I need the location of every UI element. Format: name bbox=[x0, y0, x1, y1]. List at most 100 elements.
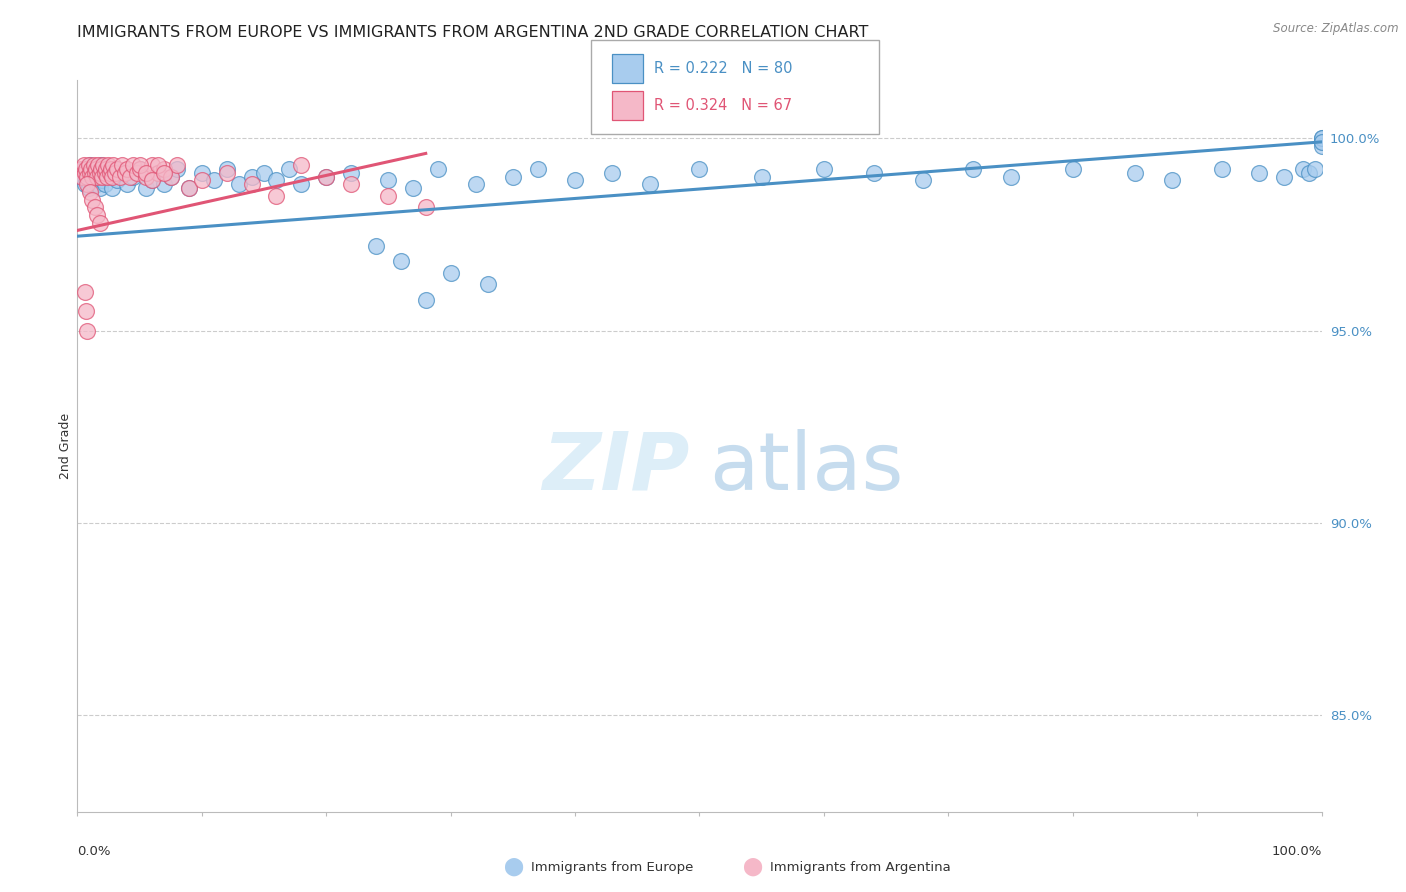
Point bbox=[80, 161, 103, 176]
Point bbox=[91, 169, 114, 184]
Point bbox=[105, 173, 128, 187]
Point bbox=[79, 158, 101, 172]
Y-axis label: 2nd Grade: 2nd Grade bbox=[59, 413, 72, 479]
Text: Source: ZipAtlas.com: Source: ZipAtlas.com bbox=[1274, 22, 1399, 36]
Point bbox=[377, 173, 399, 187]
Point bbox=[82, 169, 104, 184]
Point bbox=[751, 169, 773, 184]
Point bbox=[101, 169, 124, 184]
Point bbox=[153, 166, 176, 180]
Point bbox=[94, 161, 117, 176]
Point bbox=[962, 161, 984, 176]
Point bbox=[415, 293, 437, 307]
Point bbox=[122, 158, 145, 172]
Point bbox=[1062, 161, 1084, 176]
Point bbox=[79, 185, 101, 199]
Point bbox=[122, 169, 145, 184]
Point bbox=[73, 285, 96, 299]
Point bbox=[1310, 131, 1333, 145]
Point bbox=[135, 169, 157, 184]
Point bbox=[118, 169, 141, 184]
Point bbox=[427, 161, 450, 176]
Point bbox=[377, 188, 399, 202]
Point bbox=[526, 161, 548, 176]
Point bbox=[93, 158, 115, 172]
Point bbox=[83, 200, 105, 214]
Point bbox=[141, 173, 163, 187]
Point bbox=[89, 166, 111, 180]
Point bbox=[110, 166, 132, 180]
Point bbox=[76, 178, 98, 192]
Text: Immigrants from Europe: Immigrants from Europe bbox=[531, 861, 693, 873]
Point bbox=[98, 166, 121, 180]
Point bbox=[93, 166, 115, 180]
Point bbox=[108, 169, 131, 184]
Point bbox=[97, 158, 120, 172]
Point bbox=[1000, 169, 1022, 184]
Point bbox=[72, 158, 94, 172]
Point bbox=[73, 178, 96, 192]
Point bbox=[912, 173, 935, 187]
Text: ⬤: ⬤ bbox=[742, 858, 762, 876]
Point bbox=[1272, 169, 1295, 184]
Point bbox=[77, 158, 100, 172]
Point bbox=[89, 181, 111, 195]
Point bbox=[1249, 166, 1271, 180]
Point bbox=[1161, 173, 1184, 187]
Point bbox=[191, 166, 214, 180]
Text: 0.0%: 0.0% bbox=[77, 845, 111, 857]
Point bbox=[402, 181, 425, 195]
Text: ⬤: ⬤ bbox=[503, 858, 523, 876]
Point bbox=[115, 178, 138, 192]
Point bbox=[240, 178, 263, 192]
Point bbox=[97, 169, 120, 184]
Point bbox=[76, 324, 98, 338]
Point bbox=[191, 173, 214, 187]
Point bbox=[1310, 135, 1333, 149]
Point bbox=[564, 173, 586, 187]
Text: R = 0.222   N = 80: R = 0.222 N = 80 bbox=[654, 61, 793, 76]
Text: atlas: atlas bbox=[710, 429, 904, 507]
Point bbox=[689, 161, 711, 176]
Point bbox=[502, 169, 524, 184]
Point bbox=[862, 166, 884, 180]
Point bbox=[1298, 166, 1320, 180]
Point bbox=[440, 266, 463, 280]
Point bbox=[76, 173, 98, 187]
Point bbox=[86, 208, 108, 222]
Point bbox=[87, 169, 110, 184]
Point bbox=[1310, 135, 1333, 149]
Point bbox=[104, 161, 127, 176]
Point bbox=[96, 169, 118, 184]
Point bbox=[70, 169, 93, 184]
Point bbox=[179, 181, 201, 195]
Point bbox=[166, 158, 188, 172]
Point bbox=[83, 158, 105, 172]
Text: ZIP: ZIP bbox=[543, 429, 689, 507]
Point bbox=[105, 161, 128, 176]
Point bbox=[277, 161, 299, 176]
Point bbox=[148, 166, 170, 180]
Point bbox=[84, 161, 107, 176]
Point bbox=[464, 178, 486, 192]
Text: Immigrants from Argentina: Immigrants from Argentina bbox=[770, 861, 952, 873]
Point bbox=[477, 277, 499, 292]
Point bbox=[266, 173, 288, 187]
Point bbox=[82, 193, 104, 207]
Point bbox=[93, 166, 115, 180]
Point bbox=[90, 158, 112, 172]
Point bbox=[84, 166, 107, 180]
Point bbox=[73, 166, 96, 180]
Point bbox=[202, 173, 225, 187]
Point bbox=[91, 173, 114, 187]
Point bbox=[75, 161, 97, 176]
Point bbox=[1292, 161, 1315, 176]
Point bbox=[128, 158, 150, 172]
Point bbox=[290, 178, 312, 192]
Point bbox=[166, 161, 188, 176]
Point bbox=[86, 169, 108, 184]
Point bbox=[148, 166, 170, 180]
Point bbox=[111, 158, 134, 172]
Point bbox=[159, 169, 181, 184]
Point bbox=[266, 188, 288, 202]
